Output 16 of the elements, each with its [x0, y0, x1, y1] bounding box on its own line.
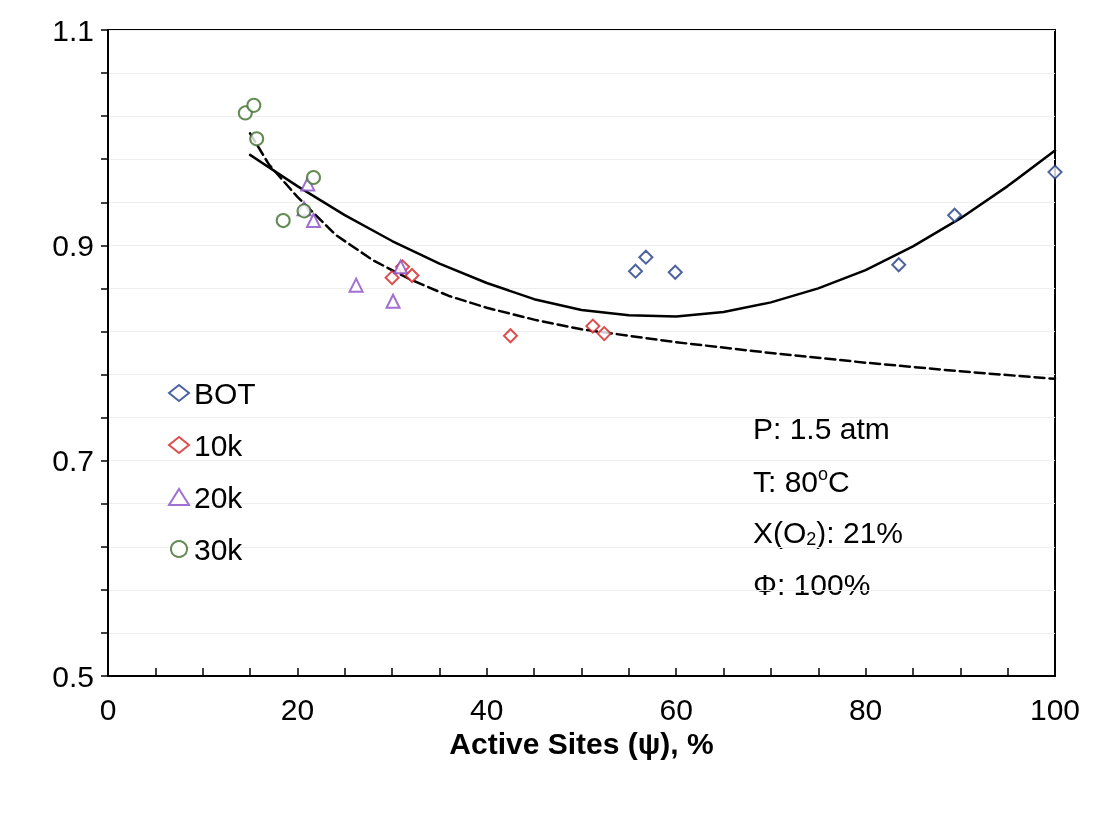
x-tick-label: 60 [659, 692, 693, 726]
legend-label: BOT [194, 376, 256, 410]
x-axis-title: Active Sites (ψ), % [449, 727, 714, 761]
y-tick-label: 1.1 [52, 13, 94, 47]
annotation: P: 1.5 atm [753, 411, 890, 445]
legend-label: 10k [194, 428, 244, 462]
x-tick-label: 0 [99, 692, 117, 726]
x-tick-label: 80 [848, 692, 883, 726]
legend-label: 30k [194, 532, 244, 566]
y-tick-label: 0.9 [52, 228, 94, 262]
legend-label: 20k [194, 480, 244, 514]
x-tick-label: 100 [1029, 692, 1081, 726]
x-tick-label: 20 [280, 692, 315, 726]
y-tick-label: 0.7 [52, 444, 94, 478]
x-tick-label: 40 [470, 692, 504, 726]
y-tick-label: 0.5 [52, 659, 94, 693]
